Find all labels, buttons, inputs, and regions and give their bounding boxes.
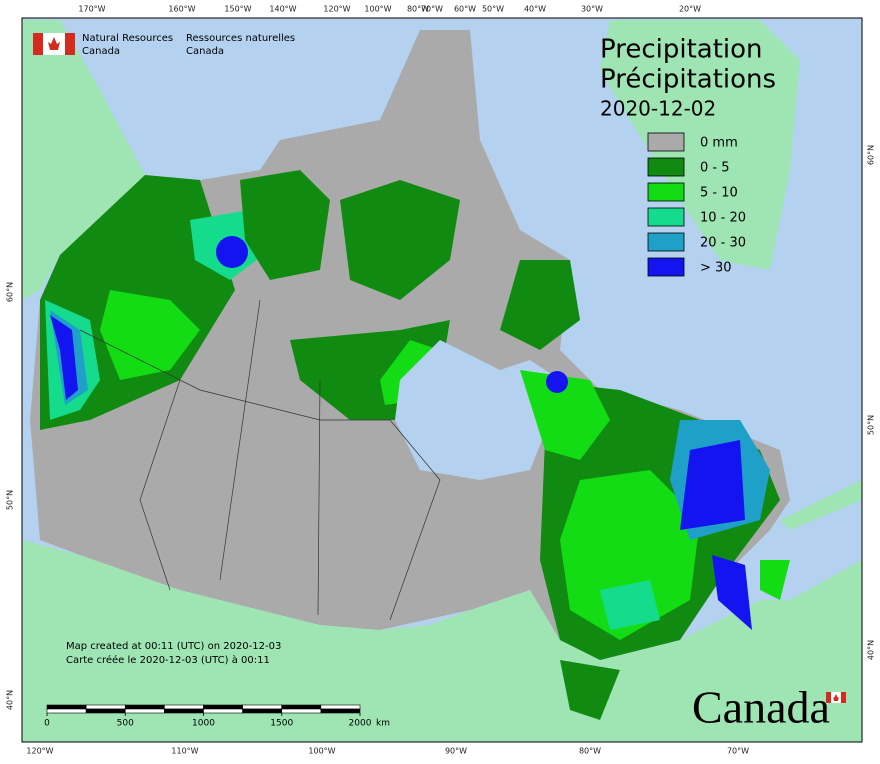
longitude-label: 30°W	[581, 5, 603, 14]
scale-segment	[124, 708, 165, 714]
logo-flag	[33, 33, 75, 55]
longitude-label: 80°W	[579, 747, 601, 756]
legend-swatch	[647, 257, 685, 277]
scale-segment	[320, 704, 361, 710]
longitude-label: 50°W	[482, 5, 504, 14]
scale-segment	[203, 704, 243, 710]
legend-swatch	[647, 132, 685, 152]
longitude-label: 40°W	[524, 5, 546, 14]
longitude-label: 120°W	[323, 5, 350, 14]
legend-swatch	[647, 207, 685, 227]
org-fr: Ressources naturelles	[186, 33, 295, 44]
map-frame	[21, 17, 863, 743]
scale-label: 2000	[349, 719, 372, 729]
hudson-bay	[395, 340, 560, 480]
title: Précipitations	[600, 65, 776, 95]
longitude-label: 100°W	[364, 5, 391, 14]
scale-segment	[281, 708, 322, 714]
longitude-label: 20°W	[679, 5, 701, 14]
latitude-label: 40°N	[6, 690, 15, 710]
longitude-label: 150°W	[224, 5, 251, 14]
longitude-label: 120°W	[26, 747, 53, 756]
longitude-label: 60°W	[454, 5, 476, 14]
scale-label: 0	[44, 719, 50, 729]
org-en: Canada	[82, 46, 120, 57]
scale-segment	[242, 708, 283, 714]
credit: Map created at 00:11 (UTC) on 2020-12-03	[66, 641, 281, 652]
org-en: Natural Resources	[82, 33, 173, 44]
legend-label: 20 - 30	[700, 236, 746, 251]
scale-label: 500	[117, 719, 134, 729]
date: 2020-12-02	[600, 97, 716, 121]
canada-land	[30, 30, 790, 720]
scale-segment	[164, 708, 204, 714]
foreign-land	[22, 20, 862, 742]
latitude-label: 60°N	[6, 282, 15, 302]
credit: Carte créée le 2020-12-03 (UTC) à 00:11	[66, 654, 270, 666]
scale-segment	[85, 704, 126, 710]
scale-label: 1000	[192, 719, 215, 729]
longitude-label: 140°W	[269, 5, 296, 14]
borders	[79, 299, 441, 621]
legend-swatch	[647, 157, 685, 177]
scale-segment	[85, 708, 126, 714]
longitude-label: 160°W	[168, 5, 195, 14]
scale-segment	[320, 708, 361, 714]
scale-segment	[124, 704, 165, 710]
legend-label: 0 mm	[700, 136, 738, 151]
scale-segment	[242, 704, 283, 710]
title: Precipitation	[600, 35, 763, 65]
longitude-label: 70°W	[727, 747, 749, 756]
longitude-label: 100°W	[308, 747, 335, 756]
scale-segment	[46, 704, 87, 710]
scale-unit: km	[376, 719, 390, 729]
org-fr: Canada	[186, 46, 224, 57]
scale-segment	[203, 708, 243, 714]
longitude-label: 70°W	[421, 5, 443, 14]
latitude-label: 50°N	[867, 415, 876, 435]
scale-label: 1500	[270, 719, 293, 729]
latitude-label: 50°N	[6, 490, 15, 510]
wordmark-flag	[825, 691, 847, 704]
scale-segment	[164, 704, 204, 710]
latitude-label: 40°N	[867, 640, 876, 660]
longitude-label: 110°W	[171, 747, 198, 756]
longitude-label: 170°W	[78, 5, 105, 14]
scale-segment	[46, 708, 87, 714]
legend-label: 5 - 10	[700, 186, 738, 201]
longitude-label: 90°W	[445, 747, 467, 756]
legend-swatch	[647, 182, 685, 202]
legend-label: > 30	[700, 261, 732, 276]
legend-label: 10 - 20	[700, 211, 746, 226]
scale-segment	[281, 704, 322, 710]
latitude-label: 60°N	[867, 145, 876, 165]
legend-label: 0 - 5	[700, 161, 730, 176]
longitude-label: 80°W	[407, 5, 429, 14]
legend-swatch	[647, 232, 685, 252]
wordmark: Canada	[692, 682, 830, 733]
